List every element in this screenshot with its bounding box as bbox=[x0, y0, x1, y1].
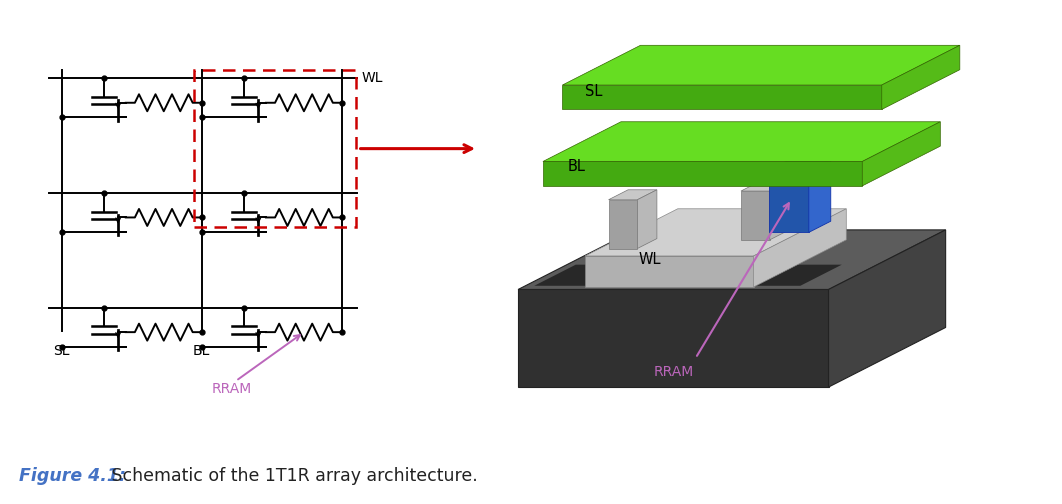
Polygon shape bbox=[741, 181, 789, 191]
Polygon shape bbox=[742, 265, 842, 286]
Polygon shape bbox=[609, 200, 637, 248]
Polygon shape bbox=[754, 209, 846, 287]
Polygon shape bbox=[770, 181, 789, 240]
Text: RRAM: RRAM bbox=[211, 382, 252, 396]
Polygon shape bbox=[585, 256, 754, 287]
Polygon shape bbox=[563, 45, 960, 85]
Polygon shape bbox=[769, 159, 830, 170]
Text: Figure 4.1:: Figure 4.1: bbox=[19, 467, 126, 485]
Polygon shape bbox=[518, 230, 945, 289]
Polygon shape bbox=[609, 190, 657, 200]
Text: SL: SL bbox=[53, 344, 70, 358]
Polygon shape bbox=[563, 85, 881, 109]
Polygon shape bbox=[518, 289, 828, 387]
Text: BL: BL bbox=[193, 344, 210, 358]
Polygon shape bbox=[881, 45, 960, 109]
Text: BL: BL bbox=[568, 159, 586, 174]
Polygon shape bbox=[769, 170, 809, 232]
Polygon shape bbox=[862, 122, 940, 186]
Text: RRAM: RRAM bbox=[653, 365, 693, 379]
Polygon shape bbox=[741, 191, 770, 240]
Polygon shape bbox=[637, 190, 657, 248]
Text: SL: SL bbox=[585, 84, 602, 99]
Polygon shape bbox=[585, 209, 846, 256]
Text: Schematic of the 1T1R array architecture.: Schematic of the 1T1R array architecture… bbox=[106, 467, 478, 485]
Polygon shape bbox=[534, 265, 633, 286]
Text: WL: WL bbox=[638, 251, 661, 267]
Polygon shape bbox=[543, 161, 862, 186]
Polygon shape bbox=[809, 159, 830, 232]
Text: WL: WL bbox=[361, 71, 382, 85]
Polygon shape bbox=[543, 122, 940, 161]
Polygon shape bbox=[828, 230, 945, 387]
